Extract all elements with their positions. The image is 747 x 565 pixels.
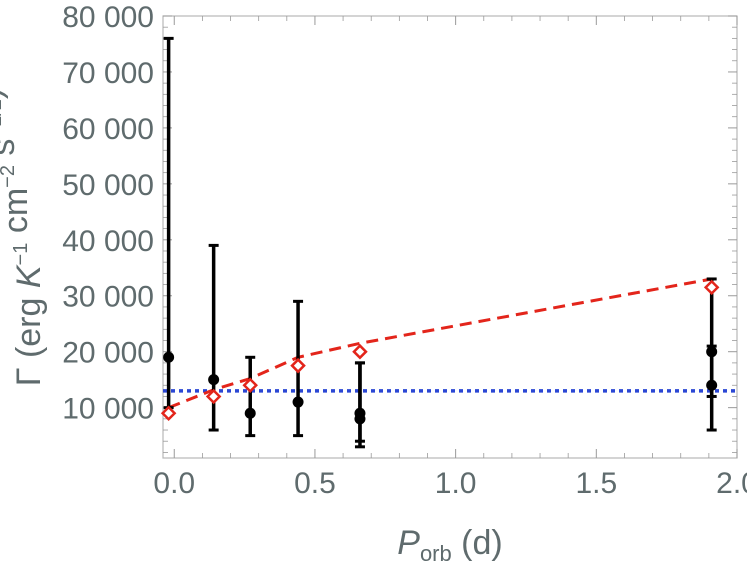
model-marker-series [160,279,720,422]
y-axis-title: Γ (erg K−1 cm−2 s−1/2) [0,88,48,386]
x-tick-label: 1.0 [435,467,477,500]
y-tick-label: 60 000 [62,113,154,146]
x-tick-label: 1.5 [575,467,617,500]
data-point [292,396,304,408]
y-tick-label: 20 000 [62,337,154,370]
y-tick-label: 30 000 [62,281,154,314]
y-tick-label: 50 000 [62,169,154,202]
model-point [703,279,720,296]
model-point [290,357,306,374]
x-tick-label: 0.5 [294,467,336,500]
x-tick-label: 0.0 [153,467,195,500]
model-point [242,377,258,394]
model-point [352,343,368,360]
y-tick-label: 10 000 [62,393,154,426]
data-point [354,407,366,419]
x-tick-label: 2.0 [716,467,747,500]
tick-labels: 0.0 0.5 1.0 1.5 2.0 10 000 20 000 30 000 40 000 5… [62,1,747,500]
model-point [160,405,177,422]
y-tick-label: 70 000 [62,57,154,90]
model-curve-series [168,277,712,410]
measured-series [163,36,718,449]
y-tick-label: 40 000 [62,225,154,258]
data-point [208,374,220,386]
plot-frame [162,15,738,459]
x-axis-title: Porb (d) [397,524,502,565]
data-point [163,351,175,363]
model-point [205,388,222,405]
y-tick-label: 80 000 [62,1,154,34]
data-point [244,407,256,419]
model-curve [168,277,712,410]
data-point [706,379,718,391]
